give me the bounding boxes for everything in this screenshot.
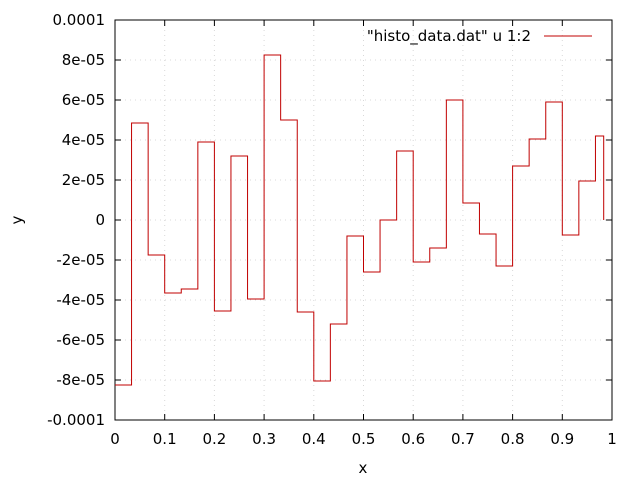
- x-axis-label: x: [359, 459, 368, 477]
- x-tick-label: 0.8: [501, 430, 525, 448]
- y-tick-label: -2e-05: [56, 251, 105, 269]
- y-tick-label: 8e-05: [62, 51, 105, 69]
- y-tick-label: -8e-05: [56, 371, 105, 389]
- grid-lines: [115, 20, 612, 420]
- x-tick-label: 0: [110, 430, 120, 448]
- tick-labels: 0 0.1 0.2 0.3 0.4 0.5 0.6 0.7 0.8 0.9 1 -0.0001 -8e-…: [47, 11, 617, 448]
- y-tick-label: 6e-05: [62, 91, 105, 109]
- y-tick-label: 0.0001: [53, 11, 106, 29]
- x-tick-label: 0.1: [153, 430, 177, 448]
- x-tick-label: 0.6: [401, 430, 425, 448]
- y-tick-label: 2e-05: [62, 171, 105, 189]
- y-axis-label: y: [8, 215, 26, 224]
- x-tick-label: 0.7: [451, 430, 475, 448]
- x-tick-label: 0.9: [550, 430, 574, 448]
- y-tick-label: 0: [95, 211, 105, 229]
- x-tick-label: 0.4: [302, 430, 326, 448]
- x-tick-label: 1: [607, 430, 617, 448]
- legend: "histo_data.dat" u 1:2: [367, 27, 592, 46]
- y-tick-label: 4e-05: [62, 131, 105, 149]
- series-line: [115, 54, 605, 386]
- x-tick-label: 0.5: [352, 430, 376, 448]
- legend-label: "histo_data.dat" u 1:2: [367, 27, 531, 46]
- x-tick-label: 0.2: [202, 430, 226, 448]
- x-tick-label: 0.3: [252, 430, 276, 448]
- y-tick-label: -6e-05: [56, 331, 105, 349]
- y-tick-label: -4e-05: [56, 291, 105, 309]
- y-tick-label: -0.0001: [47, 411, 105, 429]
- axis-ticks: [114, 19, 613, 421]
